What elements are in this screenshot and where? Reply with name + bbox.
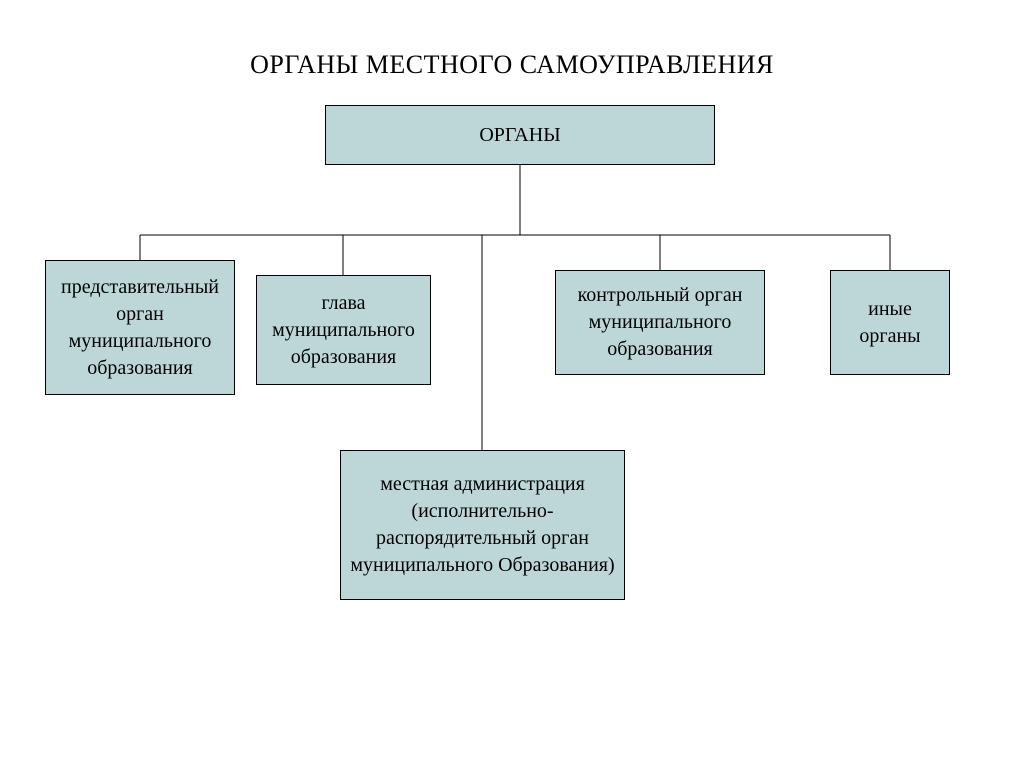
- node-root: ОРГАНЫ: [325, 105, 715, 165]
- node-other-bodies-label: иные органы: [837, 296, 943, 350]
- node-control-body: контрольный орган муниципального образов…: [555, 270, 765, 375]
- node-control-body-label: контрольный орган муниципального образов…: [562, 282, 758, 363]
- node-local-administration: местная администрация (исполнительно-рас…: [340, 450, 625, 600]
- node-other-bodies: иные органы: [830, 270, 950, 375]
- node-representative-body: представительный орган муниципального об…: [45, 260, 235, 395]
- node-root-label: ОРГАНЫ: [479, 122, 560, 149]
- node-representative-body-label: представительный орган муниципального об…: [52, 274, 228, 382]
- node-head-municipal: глава муниципального образования: [256, 275, 431, 385]
- diagram-title: ОРГАНЫ МЕСТНОГО САМОУПРАВЛЕНИЯ: [0, 50, 1024, 80]
- node-head-municipal-label: глава муниципального образования: [263, 290, 424, 371]
- node-local-administration-label: местная администрация (исполнительно-рас…: [347, 471, 618, 579]
